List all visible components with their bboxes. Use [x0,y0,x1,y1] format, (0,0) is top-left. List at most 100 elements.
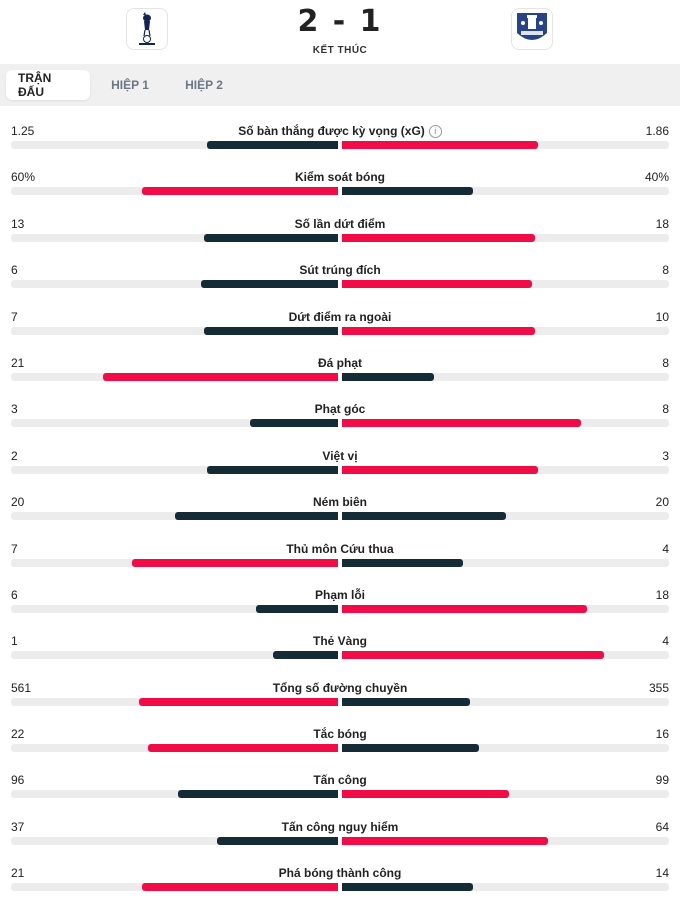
away-stat-track [342,836,669,845]
away-stat-track [342,280,669,289]
away-stat-track [342,744,669,753]
home-stat-bar [141,187,338,196]
stat-label: Tắc bóng [0,727,680,741]
home-stat-value: 7 [11,309,18,324]
info-icon[interactable]: i [428,124,442,138]
away-stat-value: 4 [662,634,669,649]
home-stat-bar [217,836,338,845]
away-stat-bar [342,790,509,799]
stat-row: 22 Tắc bóng 16 [0,722,680,768]
home-stat-bar [203,233,338,242]
away-stat-value: 4 [662,541,669,556]
home-stat-bar [200,280,338,289]
stat-label-text: Tổng số đường chuyền [272,680,408,695]
home-stat-track [11,651,338,660]
home-stat-track [11,141,338,149]
home-stat-bar [272,651,338,660]
home-stat-value: 60% [11,170,36,185]
stat-row: 1 Thẻ Vàng 4 [0,629,680,675]
stat-label: Việt vị [0,449,680,463]
stat-label-text: Thẻ Vàng [312,634,367,649]
away-stat-value: 40% [644,170,669,185]
home-stat-value: 6 [11,263,18,278]
stat-label: Phạm lỗi [0,588,680,602]
home-stat-bar [249,419,338,428]
home-stat-value: 1 [11,634,18,649]
away-stat-value: 20 [655,495,669,510]
home-stat-bar [256,604,338,613]
stat-label: Đá phạt [0,356,680,370]
away-team-logo[interactable] [511,8,553,50]
stat-row: 561 Tổng số đường chuyền 355 [0,676,680,722]
home-team-logo[interactable] [126,8,168,50]
stat-label: Dứt điểm ra ngoài [0,310,680,324]
away-stat-track [342,372,669,381]
stat-row: 6 Phạm lỗi 18 [0,583,680,629]
home-stat-value: 22 [11,727,25,742]
home-stat-bar [138,697,338,706]
stat-label: Số lần dứt điểm [0,217,680,231]
home-stat-track [11,233,338,242]
away-stat-value: 3 [662,448,669,463]
home-stat-track [11,419,338,428]
stat-row: 3 Phạt góc 8 [0,397,680,443]
home-stat-bar [102,372,338,381]
stat-label: Phạt góc [0,402,680,416]
home-stat-value: 96 [11,773,25,788]
stat-label-text: Phạt góc [314,402,366,417]
home-stat-value: 2 [11,448,18,463]
tab-second-half[interactable]: HIỆP 2 [185,78,223,92]
stat-label-text: Phá bóng thành công [278,866,402,881]
stat-label-text: Tắc bóng [313,727,367,742]
away-stat-bar [342,372,434,381]
away-stat-track [342,141,669,149]
home-stat-track [11,465,338,474]
away-stat-bar [342,233,535,242]
home-stat-track [11,280,338,289]
away-stat-track [342,651,669,660]
stat-label-text: Số lần dứt điểm [294,216,386,231]
home-stat-bar [148,744,338,753]
tab-match[interactable]: TRẬN ĐẤU [6,70,90,100]
stat-label-text: Ném biên [312,495,367,510]
away-stat-track [342,558,669,567]
stat-label: Tấn công [0,773,680,787]
away-stat-track [342,419,669,428]
away-stat-bar [342,141,539,149]
home-stat-bar [141,883,338,892]
stat-row: 37 Tấn công nguy hiểm 64 [0,815,680,861]
home-stat-value: 37 [11,819,25,834]
home-stat-value: 1.25 [11,124,35,138]
stat-label-text: Sút trúng đích [299,263,381,278]
away-stat-bar [342,326,535,335]
away-stat-bar [342,558,463,567]
tab-first-half[interactable]: HIỆP 1 [111,78,149,92]
home-stat-track [11,744,338,753]
away-stat-track [342,233,669,242]
stat-row: 6 Sút trúng đích 8 [0,258,680,304]
stat-row: 96 Tấn công 99 [0,768,680,814]
stat-row: 60% Kiểm soát bóng 40% [0,165,680,211]
stat-row: 1.25 Số bàn thắng được kỳ vọng (xG) i 1.86 [0,119,680,165]
stat-label: Thủ môn Cứu thua [0,542,680,556]
away-stat-value: 8 [662,263,669,278]
away-stat-bar [342,512,506,521]
stats-list: 1.25 Số bàn thắng được kỳ vọng (xG) i 1.86 6… [0,106,680,908]
stat-label: Ném biên [0,495,680,509]
home-stat-track [11,326,338,335]
home-stat-bar [207,141,338,149]
stat-label: Tổng số đường chuyền [0,681,680,695]
away-stat-bar [342,651,604,660]
home-stat-track [11,697,338,706]
stat-row: 21 Đá phạt 8 [0,351,680,397]
home-stat-value: 21 [11,355,25,370]
away-stat-value: 18 [655,587,669,602]
away-stat-track [342,697,669,706]
away-stat-bar [342,419,581,428]
away-stat-track [342,604,669,613]
home-stat-value: 13 [11,216,25,231]
home-stat-bar [174,512,338,521]
stat-label-text: Thủ môn Cứu thua [286,541,394,556]
home-stat-bar [203,326,338,335]
tower-crest-icon [517,13,547,40]
